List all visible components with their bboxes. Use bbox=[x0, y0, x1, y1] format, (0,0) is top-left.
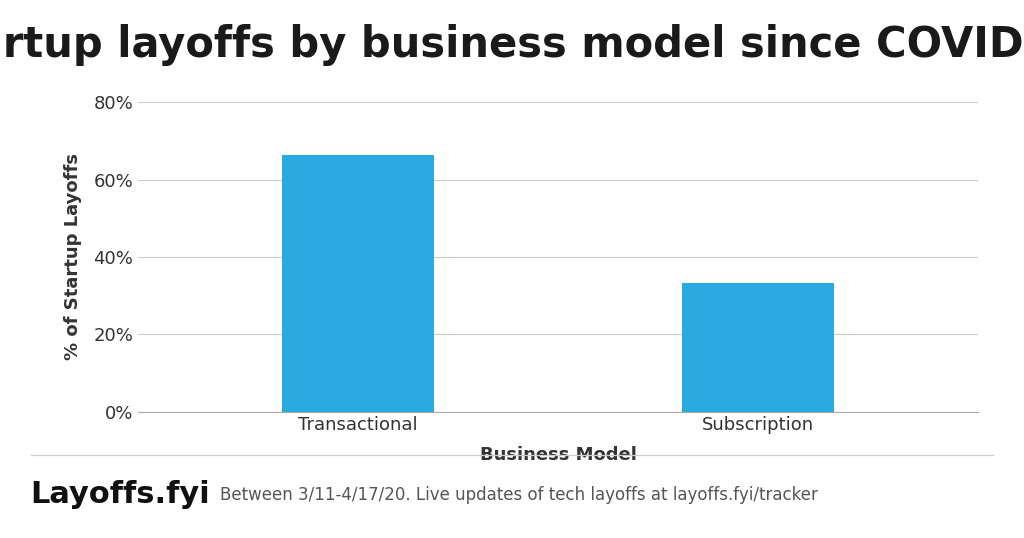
X-axis label: Business Model: Business Model bbox=[479, 445, 637, 464]
Text: Startup layoffs by business model since COVID-19: Startup layoffs by business model since … bbox=[0, 24, 1024, 66]
Bar bbox=[682, 283, 834, 412]
Bar bbox=[283, 155, 434, 412]
Text: Layoffs.fyi: Layoffs.fyi bbox=[31, 480, 211, 509]
Text: Between 3/11-4/17/20. Live updates of tech layoffs at layoffs.fyi/tracker: Between 3/11-4/17/20. Live updates of te… bbox=[220, 486, 818, 504]
Y-axis label: % of Startup Layoffs: % of Startup Layoffs bbox=[65, 153, 82, 360]
